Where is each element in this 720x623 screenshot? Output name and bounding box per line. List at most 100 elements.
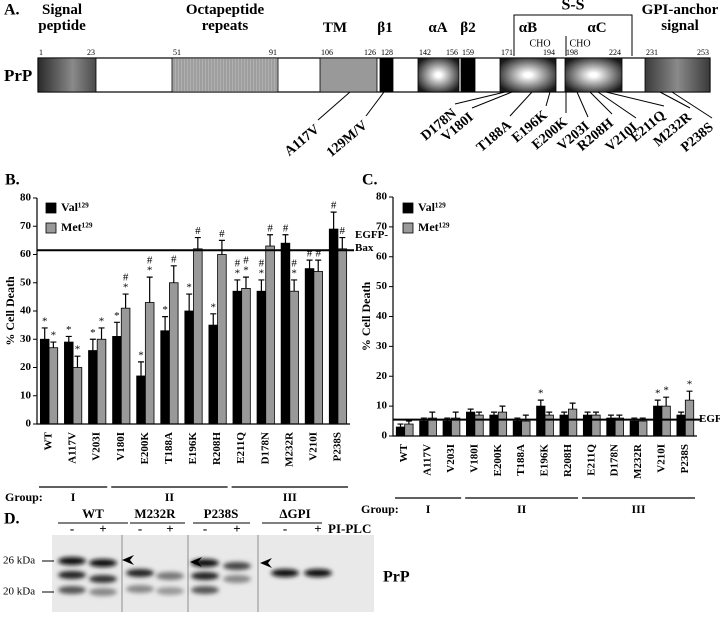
bar (169, 282, 179, 425)
residue-number: 128 (381, 48, 393, 57)
domain-label: αA (428, 20, 448, 36)
bar (48, 347, 59, 425)
error-bar (405, 420, 412, 425)
blot-band (191, 586, 219, 594)
arrowhead (190, 557, 202, 567)
cho-label: CHO (569, 38, 590, 49)
axes (392, 197, 697, 437)
x-tick-label: V210I (307, 432, 319, 461)
panel-letter: B. (5, 172, 20, 189)
legend-swatch (45, 202, 57, 214)
mutation-pointer (454, 91, 506, 105)
mutation-pointer (589, 91, 613, 115)
y-tick-label: 80 (20, 192, 32, 204)
arrowhead (122, 555, 134, 565)
treatment-mark: + (233, 521, 240, 536)
group-label: I (426, 502, 431, 516)
domain-label: αB (518, 20, 538, 36)
arrowhead (260, 558, 272, 568)
significance-mark: * (538, 388, 544, 400)
error-bar (194, 236, 201, 249)
blot-band (191, 572, 219, 580)
treatment-mark: - (138, 521, 142, 536)
x-tick-label: D178N (259, 432, 271, 464)
protein-label: PrP (4, 66, 32, 85)
legend-label: Val¹²⁹ (418, 200, 446, 214)
bar (404, 423, 414, 437)
significance-mark: # (307, 248, 313, 260)
reference-label: Bax (355, 242, 374, 254)
bar (64, 341, 74, 425)
x-tick-label: V210I (655, 444, 667, 473)
bar (653, 405, 663, 437)
lane-label: M232R (134, 506, 176, 521)
y-tick-label: 30 (20, 333, 32, 345)
bar (241, 287, 251, 425)
axes (36, 198, 350, 425)
x-tick-label: E196K (539, 444, 551, 477)
error-bar (186, 293, 193, 311)
bar (427, 417, 437, 437)
significance-mark: * (114, 310, 120, 322)
bar (289, 290, 299, 425)
error-bar (467, 408, 474, 413)
bar (512, 420, 523, 437)
bar (232, 290, 243, 425)
lane-label: WT (82, 506, 104, 521)
residue-number: 23 (87, 48, 95, 57)
domain (37, 57, 97, 93)
x-tick-label: D178N (609, 444, 621, 476)
group-label: II (517, 502, 527, 516)
treatment-mark: + (99, 521, 106, 536)
blot-band (89, 559, 117, 567)
blot-band (156, 587, 184, 595)
domain-label: αC (587, 20, 607, 36)
reference-label: EGFP- (355, 229, 388, 241)
significance-mark: # (340, 225, 346, 237)
legend-swatch (402, 202, 414, 214)
error-bar (429, 411, 436, 419)
error-bar (41, 327, 48, 340)
domain-label: GPI-anchor signal (641, 2, 719, 34)
y-tick-label: 50 (20, 276, 32, 288)
group-label: I (71, 490, 76, 504)
y-tick-label: 80 (376, 191, 388, 203)
bar (606, 417, 616, 437)
bar (661, 405, 671, 437)
x-tick-label: A117V (422, 444, 434, 476)
domain-label: TM (322, 20, 348, 36)
bar (184, 310, 194, 425)
residue-number: 194 (543, 48, 555, 57)
domain (379, 57, 394, 93)
x-tick-label: A117V (67, 432, 79, 464)
significance-mark: * (235, 267, 241, 279)
group-label: II (165, 490, 175, 504)
group-label: III (283, 490, 297, 504)
error-bar (569, 402, 576, 410)
residue-number: 91 (269, 48, 277, 57)
significance-mark: # (267, 222, 273, 234)
bar (474, 414, 484, 437)
mutation-pointer (671, 91, 713, 119)
x-tick-label: M232R (283, 431, 295, 467)
blot-band (223, 575, 251, 583)
disulfide-bracket (513, 14, 633, 56)
bar (451, 417, 461, 437)
significance-mark: * (186, 282, 192, 294)
x-tick-label: P238S (679, 444, 691, 473)
domain-label: Octapeptide repeats (185, 2, 265, 34)
lane-label: ΔGPI (279, 506, 310, 521)
bar (466, 411, 476, 437)
error-bar (170, 265, 177, 283)
domain (417, 57, 460, 93)
x-tick-label: E200K (492, 444, 504, 477)
error-bar (306, 259, 313, 269)
significance-mark: # (243, 255, 249, 267)
y-tick-label: 70 (20, 220, 32, 232)
y-tick-label: 40 (20, 305, 32, 317)
domain (564, 57, 623, 93)
y-tick-label: 10 (20, 389, 32, 401)
bar (256, 290, 267, 425)
treatment-label: PI-PLC (328, 521, 371, 536)
